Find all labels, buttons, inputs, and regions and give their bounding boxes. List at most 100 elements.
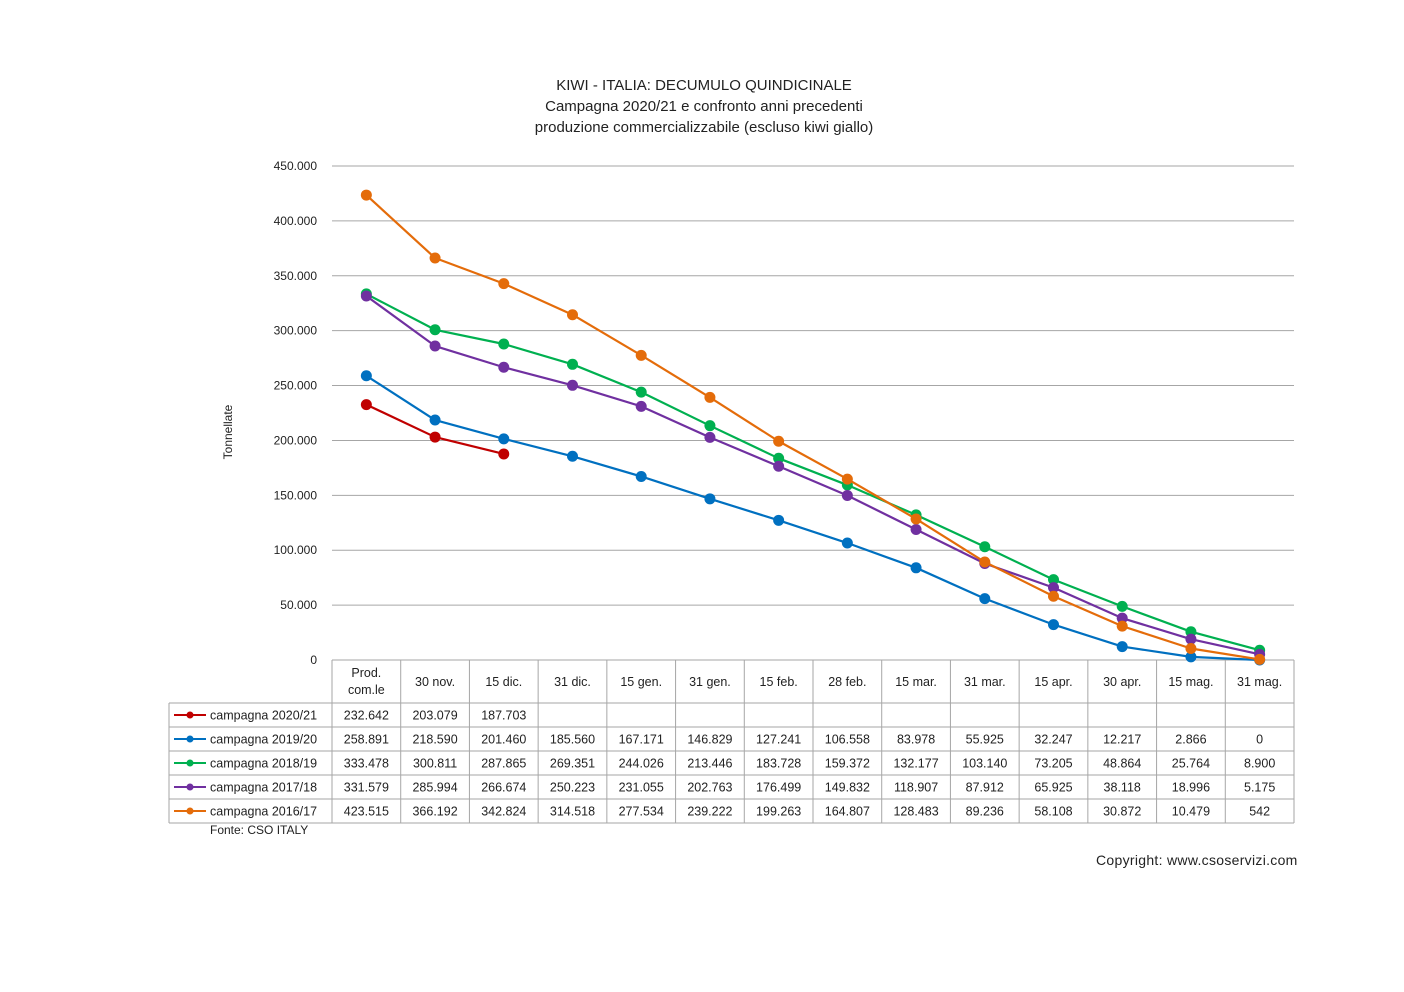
table-cell-value: 146.829: [687, 733, 732, 747]
table-cell-value: 300.811: [413, 757, 457, 771]
table-cell-value: 203.079: [412, 709, 457, 723]
table-cell-value: 202.763: [687, 781, 732, 795]
data-point: [910, 513, 922, 525]
table-cell-value: 333.478: [344, 757, 389, 771]
table-cell-value: 58.108: [1034, 805, 1072, 819]
data-point: [498, 448, 510, 460]
x-category-label: 30 nov.: [415, 675, 455, 689]
x-category-label: 15 gen.: [620, 675, 662, 689]
table-cell-value: 164.807: [825, 805, 870, 819]
legend-label: campagna 2017/18: [210, 781, 317, 795]
x-category-label: 31 dic.: [554, 675, 591, 689]
data-point: [1254, 653, 1266, 665]
data-point: [1116, 612, 1128, 624]
data-point: [704, 431, 716, 443]
data-point: [1185, 642, 1197, 654]
table-cell-value: 183.728: [756, 757, 801, 771]
x-category-label: 31 mag.: [1237, 675, 1282, 689]
x-category-label: Prod. com.le: [348, 666, 385, 697]
data-point: [567, 358, 578, 370]
table-cell-value: 331.579: [344, 781, 389, 795]
x-category-label: 15 dic.: [485, 675, 522, 689]
data-point: [773, 514, 785, 526]
y-axis-label: Tonnellate: [221, 404, 235, 459]
data-point: [498, 338, 510, 350]
data-point: [1048, 582, 1059, 594]
table-cell-value: 232.642: [344, 709, 389, 723]
table-cell-value: 25.764: [1172, 757, 1210, 771]
table-cell-value: 30.872: [1103, 805, 1141, 819]
data-point: [429, 340, 441, 352]
chart-subtitle-2: produzione commercializzabile (escluso k…: [534, 119, 874, 136]
series-line: [365, 292, 1260, 652]
y-tick-label: 250.000: [274, 379, 318, 393]
data-point: [1116, 641, 1128, 653]
legend-marker: [186, 711, 194, 719]
table-cell-value: 55.925: [966, 733, 1004, 747]
table-cell-value: 87.912: [966, 781, 1004, 795]
table-cell-value: 83.978: [897, 733, 935, 747]
data-point: [498, 433, 510, 445]
data-point: [567, 379, 578, 391]
table-cell-value: 277.534: [619, 805, 664, 819]
y-tick-label: 0: [310, 653, 317, 667]
y-tick-label: 300.000: [274, 324, 318, 338]
data-point: [704, 420, 716, 432]
data-point: [704, 391, 716, 403]
data-point: [429, 431, 441, 443]
table-cell-value: 65.925: [1034, 781, 1072, 795]
table-cell-value: 285.994: [412, 781, 457, 795]
data-point: [979, 593, 991, 605]
data-point: [979, 556, 991, 568]
table-cell-value: 5.175: [1244, 781, 1275, 795]
table-cell-value: 218.590: [412, 733, 457, 747]
table-cell-value: 38.118: [1104, 781, 1141, 795]
legend-label: campagna 2018/19: [210, 757, 317, 771]
data-point: [1048, 619, 1059, 631]
data-point: [910, 523, 922, 535]
series-line: [365, 374, 1260, 662]
data-point: [635, 349, 647, 361]
y-tick-label: 100.000: [274, 543, 318, 557]
x-category-label: 31 mar.: [964, 675, 1006, 689]
table-cell-value: 287.865: [481, 757, 526, 771]
table-cell-value: 213.446: [687, 757, 732, 771]
table-cell-value: 266.674: [481, 781, 526, 795]
chart-title: KIWI - ITALIA: DECUMULO QUINDICINALE: [556, 77, 852, 94]
data-point: [704, 493, 716, 505]
table-cell-value: 132.177: [893, 757, 938, 771]
data-point: [429, 252, 441, 264]
table-cell-value: 103.140: [962, 757, 1007, 771]
x-category-label: 15 mag.: [1168, 675, 1213, 689]
data-point: [429, 414, 441, 426]
x-category-label: 15 feb.: [760, 675, 798, 689]
data-point: [1185, 633, 1197, 645]
table-cell-value: 231.055: [619, 781, 664, 795]
data-point: [1185, 651, 1197, 663]
x-category-label: 28 feb.: [828, 675, 866, 689]
table-cell-value: 244.026: [619, 757, 664, 771]
legend-marker: [186, 783, 194, 791]
y-tick-label: 150.000: [274, 488, 318, 502]
legend-label: campagna 2020/21: [210, 709, 317, 723]
chart-title-block: KIWI - ITALIA: DECUMULO QUINDICINALE Cam…: [300, 75, 1108, 138]
data-point: [567, 450, 578, 462]
table-cell-value: 89.236: [966, 805, 1004, 819]
table-cell-value: 2.866: [1175, 733, 1206, 747]
data-point: [635, 386, 647, 398]
table-cell-value: 18.996: [1172, 781, 1210, 795]
data-point: [773, 460, 785, 472]
table-cell-value: 12.217: [1103, 733, 1141, 747]
data-point: [1116, 600, 1128, 612]
data-point: [360, 399, 372, 411]
data-point: [360, 189, 372, 201]
table-cell-value: 0: [1256, 733, 1263, 747]
series-line: [365, 403, 505, 456]
x-category-label: 31 gen.: [689, 675, 731, 689]
copyright-note: Copyright: www.csoservizi.com: [1096, 852, 1298, 868]
table-cell-value: 176.499: [756, 781, 801, 795]
x-category-label: 15 mar.: [895, 675, 937, 689]
y-tick-label: 350.000: [274, 269, 318, 283]
data-point: [773, 452, 785, 464]
data-point: [360, 370, 372, 382]
